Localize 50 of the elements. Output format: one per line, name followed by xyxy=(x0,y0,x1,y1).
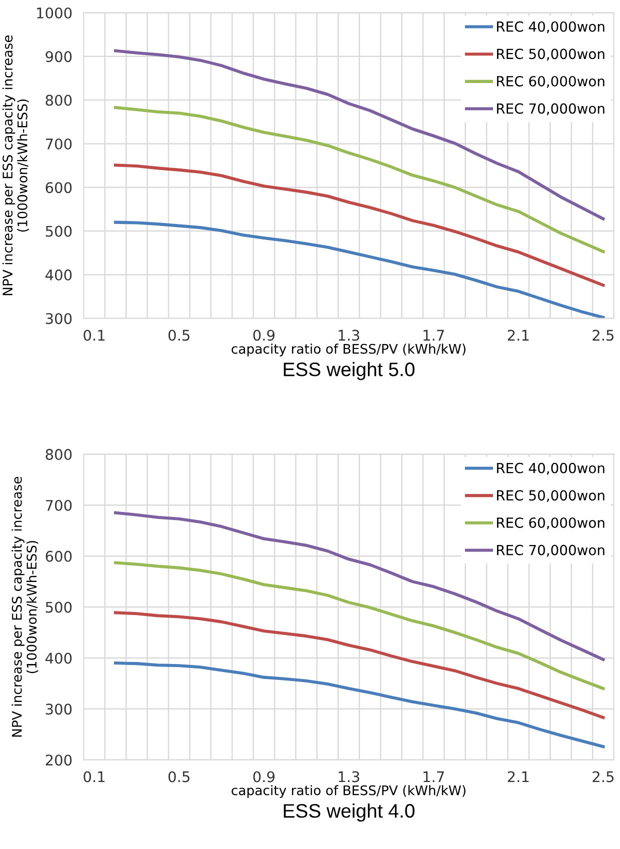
legend-label: REC 70,000won xyxy=(497,103,604,116)
text: ESS weight 4.0 xyxy=(284,803,414,822)
x-tick-label: 0.5 xyxy=(168,771,190,782)
legend-label: REC 70,000won xyxy=(497,544,604,557)
y-tick-label: 800 xyxy=(46,448,72,460)
y-tick-label: 400 xyxy=(45,269,72,280)
x-tick-label: 2.5 xyxy=(592,771,614,782)
x-tick-label: 0.1 xyxy=(84,771,105,782)
text: ESS weight 5.0 xyxy=(284,362,414,380)
y-tick-label: 900 xyxy=(46,51,72,62)
legend-label: REC 40,000won xyxy=(497,462,604,475)
x-tick-label: 1.3 xyxy=(338,771,360,782)
x-tick-label: 2.5 xyxy=(592,330,614,341)
x-tick-label: 2.1 xyxy=(508,330,529,341)
legend-label: REC 60,000won xyxy=(497,76,604,88)
x-axis-title: capacity ratio of BESS/PV (kWh/kW) xyxy=(232,785,466,798)
y-axis-title: NPV increase per ESS capacity increase (1000won/kWh-ESS) xyxy=(2,35,29,296)
legend-label: REC 60,000won xyxy=(497,517,604,530)
legend-label: REC 50,000won xyxy=(497,490,604,502)
x-axis-title: capacity ratio of BESS/PV (kWh/kW) xyxy=(232,344,466,356)
y-tick-label: 400 xyxy=(45,652,72,664)
x-tick-label: 0.9 xyxy=(253,771,275,782)
line-series xyxy=(114,611,605,720)
line-series xyxy=(114,49,605,220)
y-tick-label: 600 xyxy=(46,182,72,194)
y-tick-label: 300 xyxy=(46,704,72,715)
x-tick-label: 0.1 xyxy=(84,330,105,341)
line-series xyxy=(114,662,605,748)
y-tick-label: 500 xyxy=(46,602,72,613)
y-tick-label: 300 xyxy=(46,313,72,324)
y-tick-label: 600 xyxy=(46,550,72,562)
x-tick-label: 2.1 xyxy=(508,771,529,782)
y-tick-label: 500 xyxy=(46,226,72,237)
y-tick-label: 700 xyxy=(46,138,72,150)
legend-label: REC 50,000won xyxy=(497,48,604,61)
x-tick-label: 1.3 xyxy=(338,330,360,341)
line-series xyxy=(114,561,605,690)
y-tick-label: 800 xyxy=(46,94,72,106)
x-tick-label: 1.7 xyxy=(424,771,444,782)
line-series xyxy=(114,164,605,287)
y-tick-label: 1000 xyxy=(37,7,72,18)
x-tick-label: 0.9 xyxy=(253,330,275,341)
line-series xyxy=(114,220,605,318)
x-tick-label: 0.5 xyxy=(168,330,190,341)
x-tick-label: 1.7 xyxy=(424,330,444,341)
line-series xyxy=(114,511,605,662)
y-tick-label: 700 xyxy=(46,500,72,511)
y-tick-label: 200 xyxy=(46,754,72,766)
legend-label: REC 40,000won xyxy=(497,21,604,34)
y-axis-title: NPV increase per ESS capacity increase (1000won/kWh-ESS) xyxy=(12,476,38,737)
